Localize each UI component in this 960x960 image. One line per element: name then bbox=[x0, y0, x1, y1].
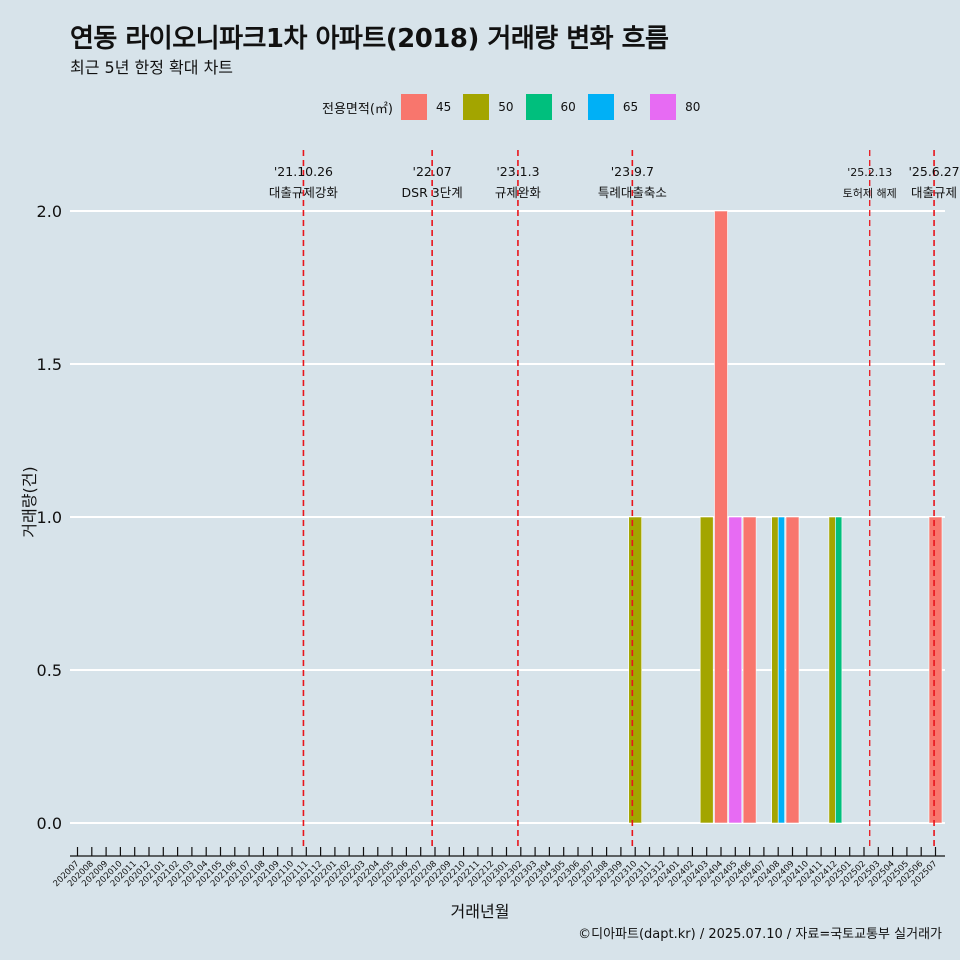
legend-label-45: 45 bbox=[435, 100, 452, 114]
legend-swatch-50 bbox=[463, 94, 490, 120]
event-date: '23.9.7 bbox=[611, 164, 654, 179]
legend-swatch-60 bbox=[525, 94, 552, 120]
event-label: 대출규제강화 bbox=[269, 185, 339, 200]
source-caption: ©디아파트(dapt.kr) / 2025.07.10 / 자료=국토교통부 실… bbox=[578, 927, 942, 942]
legend-label-60: 60 bbox=[560, 100, 576, 114]
y-axis-title: 거래량(건) bbox=[20, 466, 39, 538]
chart-subtitle: 최근 5년 한정 확대 차트 bbox=[70, 58, 234, 77]
bar bbox=[785, 516, 800, 824]
event-label: 특례대출축소 bbox=[598, 185, 667, 200]
event-label: 토허제 해제 bbox=[843, 186, 897, 200]
legend-item-60: 60 bbox=[525, 94, 576, 120]
legend-swatch-65 bbox=[587, 94, 614, 120]
chart-title: 연동 라이오니파크1차 아파트(2018) 거래량 변화 흐름 bbox=[70, 24, 669, 54]
legend-item-65: 65 bbox=[587, 94, 639, 120]
event-date: '22.07 bbox=[413, 164, 452, 179]
x-axis-title: 거래년월 bbox=[450, 902, 510, 921]
y-tick-label: 2.0 bbox=[37, 202, 62, 221]
event-date: '23.1.3 bbox=[496, 164, 539, 179]
bar bbox=[742, 516, 757, 824]
bar bbox=[828, 516, 836, 824]
bar bbox=[928, 516, 943, 824]
y-tick-label: 1.5 bbox=[37, 355, 62, 374]
event-date: '25.6.27 bbox=[908, 164, 959, 179]
legend-item-45: 45 bbox=[400, 94, 452, 120]
legend-label-80: 80 bbox=[685, 100, 701, 114]
bar bbox=[728, 516, 743, 824]
legend-label-65: 65 bbox=[622, 100, 639, 114]
y-tick-label: 0.5 bbox=[37, 661, 62, 680]
y-tick-label: 0.0 bbox=[37, 814, 62, 833]
event-label: 규제완화 bbox=[495, 185, 542, 200]
bar bbox=[714, 210, 728, 824]
bar bbox=[699, 516, 714, 824]
bar bbox=[835, 516, 843, 824]
event-label: DSR 3단계 bbox=[402, 185, 463, 200]
event-label: 대출규제 bbox=[911, 185, 957, 200]
legend-item-80: 80 bbox=[650, 94, 700, 120]
legend-label-50: 50 bbox=[498, 100, 514, 114]
legend: 전용면적(㎡) 45 50 60 65 80 bbox=[322, 92, 712, 122]
bar bbox=[628, 516, 643, 824]
legend-swatch-45 bbox=[400, 94, 427, 120]
event-date: '25.2.13 bbox=[847, 166, 892, 179]
legend-title: 전용면적(㎡) bbox=[322, 101, 393, 117]
y-tick-label: 1.0 bbox=[37, 508, 62, 527]
bar bbox=[777, 516, 786, 824]
event-date: '21.10.26 bbox=[274, 164, 333, 179]
bar bbox=[771, 516, 779, 824]
legend-item-50: 50 bbox=[463, 94, 514, 120]
legend-swatch-80 bbox=[650, 94, 677, 120]
